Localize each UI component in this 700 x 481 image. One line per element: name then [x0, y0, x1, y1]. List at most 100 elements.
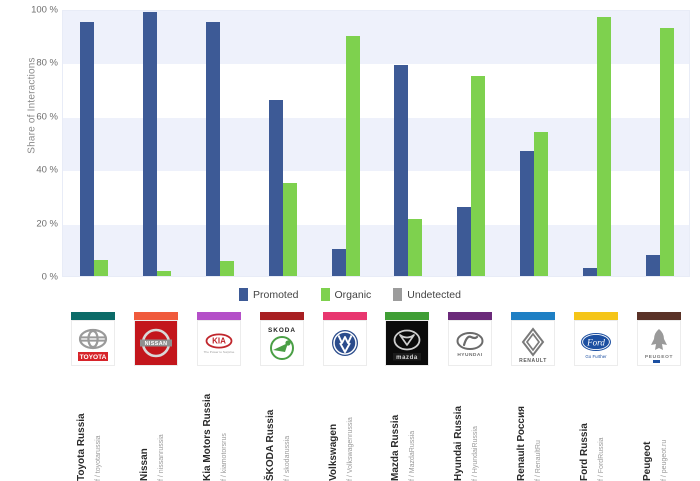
brand-handle-label: f / kiamotorsrus: [221, 433, 228, 481]
bar-promoted[interactable]: [457, 206, 472, 276]
svg-text:SKODA: SKODA: [268, 327, 296, 334]
svg-text:NISSAN: NISSAN: [145, 341, 168, 347]
toyota-logo: TOYOTA: [71, 320, 116, 366]
svg-text:Ford: Ford: [586, 337, 605, 347]
brand-name-label: Volkswagen: [327, 423, 339, 481]
bar-organic[interactable]: [157, 270, 172, 276]
kia-logo: KIA The Power to Surprise: [197, 320, 241, 366]
bar-promoted[interactable]: [206, 22, 220, 276]
bar-promoted[interactable]: [143, 11, 158, 276]
brand-name-label: Renault Россия: [516, 406, 527, 481]
brand-card[interactable]: mazda: [385, 312, 430, 366]
ford-logo: Ford Go Further: [573, 320, 618, 366]
bar-organic[interactable]: [220, 261, 234, 276]
legend-swatch-icon: [393, 288, 403, 301]
category-label-group: ŠKODA Russia f / skodarussia: [260, 376, 304, 481]
brand-color-bar: [322, 312, 367, 320]
svg-text:The Power to Surprise: The Power to Surprise: [204, 350, 235, 354]
svg-text:TOYOTA: TOYOTA: [80, 354, 107, 361]
brand-handle-label: f / RenaultRu: [535, 440, 542, 481]
plot-area: [62, 10, 690, 277]
legend-item[interactable]: Promoted: [238, 288, 299, 301]
bar-organic[interactable]: [282, 182, 297, 276]
brand-handle-label: f / HyundaiRussia: [472, 426, 480, 481]
peugeot-logo: PEUGEOT: [636, 320, 681, 366]
svg-text:Go Further: Go Further: [585, 354, 607, 359]
brand-card[interactable]: PEUGEOT: [636, 312, 681, 366]
bar-series-container: [63, 11, 689, 276]
category-label-group: Kia Motors Russia f / kiamotorsrus: [197, 376, 241, 481]
y-axis-title: Share of Interactions: [26, 57, 38, 154]
y-tick-label: 100 %: [31, 4, 58, 16]
grid-band: [63, 224, 689, 276]
bar-promoted[interactable]: [331, 249, 346, 276]
legend-swatch-icon: [320, 288, 330, 301]
brand-color-bar: [448, 312, 493, 320]
bar-organic[interactable]: [471, 75, 486, 276]
mazda-logo: mazda: [385, 320, 430, 366]
legend-item[interactable]: Organic: [320, 288, 371, 301]
brand-name-label: ŠKODA Russia: [264, 409, 276, 481]
brand-name-label: Peugeot: [641, 441, 653, 481]
bar-organic[interactable]: [94, 259, 109, 276]
bar-promoted[interactable]: [520, 150, 534, 276]
brand-color-bar: [573, 312, 618, 320]
brand-handle-label: f / toyotarussia: [95, 435, 103, 481]
y-tick-label: 80 %: [36, 57, 58, 69]
y-tick-label: 0 %: [41, 271, 58, 283]
brand-color-bar: [259, 312, 304, 320]
bar-organic[interactable]: [408, 218, 423, 276]
category-label-group: Volkswagen f / Volkswagenrussia: [323, 376, 367, 481]
category-label-group: Toyota Russia f / toyotarussia: [71, 376, 115, 481]
brand-card[interactable]: HYUNDAI: [448, 312, 493, 366]
brand-handle-label: f / MazdaRussia: [409, 430, 417, 481]
brand-name-label: Ford Russia: [578, 423, 590, 481]
category-label-group: Mazda Russia f / MazdaRussia: [385, 376, 429, 481]
brand-name-label: Toyota Russia: [76, 413, 88, 481]
brand-handle-label: f / FordRussia: [597, 437, 605, 481]
grid-band: [63, 11, 689, 65]
brand-name-label: Nissan: [139, 448, 151, 481]
bar-organic[interactable]: [534, 131, 548, 276]
y-axis: Share of Interactions 100 % 80 % 60 % 40 % 2…: [0, 0, 59, 290]
bar-organic[interactable]: [345, 35, 360, 276]
legend-item[interactable]: Undetected: [393, 288, 461, 301]
category-label-group: Nissan f / nissanrussia: [134, 376, 178, 481]
y-tick-label: 40 %: [36, 164, 58, 176]
brand-color-bar: [636, 312, 681, 320]
bar-organic[interactable]: [596, 17, 611, 276]
brand-card[interactable]: SKODA: [259, 312, 304, 366]
bar-promoted[interactable]: [268, 99, 283, 276]
category-label-group: Ford Russia f / FordRussia: [574, 376, 618, 481]
brand-card[interactable]: TOYOTA: [71, 312, 116, 366]
bar-promoted[interactable]: [582, 268, 597, 276]
brand-card[interactable]: RENAULT: [511, 312, 555, 366]
svg-text:PEUGEOT: PEUGEOT: [644, 354, 672, 360]
category-label-group: Peugeot f / peugeot.ru: [637, 376, 681, 481]
brand-name-label: Mazda Russia: [390, 414, 402, 481]
bar-organic[interactable]: [659, 27, 674, 276]
brand-card[interactable]: KIA The Power to Surprise: [197, 312, 241, 366]
nissan-logo: NISSAN: [134, 320, 179, 366]
hyundai-logo: HYUNDAI: [448, 320, 493, 366]
bar-promoted[interactable]: [394, 65, 409, 276]
bar-promoted[interactable]: [645, 254, 660, 276]
category-label-group: Hyundai Russia f / HyundaiRussia: [448, 376, 492, 481]
brand-handle-label: f / Volkswagenrussia: [346, 417, 354, 481]
grid-band: [63, 117, 689, 172]
brand-color-bar: [511, 312, 555, 320]
brand-card[interactable]: NISSAN: [134, 312, 179, 366]
legend-swatch-icon: [238, 288, 248, 301]
brand-color-bar: [71, 312, 116, 320]
brand-color-bar: [134, 312, 179, 320]
brand-logo-strip: TOYOTA NISSAN KIA The Power to Surprise SKOD…: [62, 312, 690, 374]
brand-card[interactable]: Ford Go Further: [573, 312, 618, 366]
bar-promoted[interactable]: [80, 22, 95, 276]
brand-handle-label: f / nissanrussia: [158, 434, 166, 481]
brand-card[interactable]: [322, 312, 367, 366]
y-tick-label: 20 %: [36, 218, 58, 230]
legend-label: Promoted: [252, 288, 299, 301]
svg-text:RENAULT: RENAULT: [519, 358, 547, 364]
brand-handle-label: f / peugeot.ru: [660, 439, 668, 481]
brand-color-bar: [385, 312, 430, 320]
